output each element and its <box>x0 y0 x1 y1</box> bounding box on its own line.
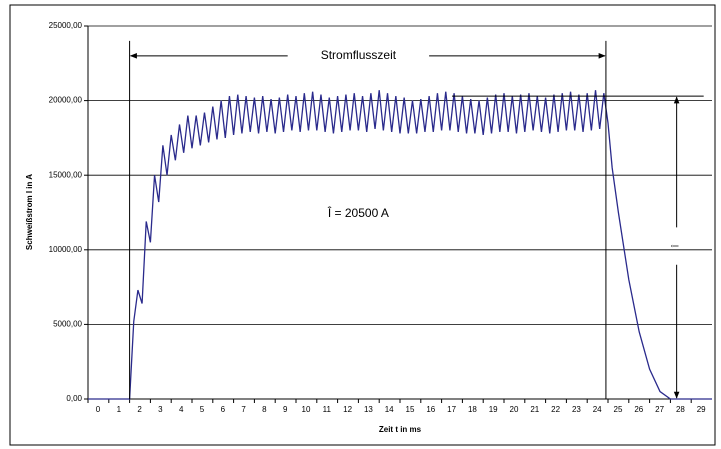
duration-label: Stromflusszeit <box>321 48 397 62</box>
x-tick-label: 17 <box>447 405 456 414</box>
chart-frame <box>9 4 716 446</box>
y-tick-label: 20000,00 <box>49 96 83 105</box>
x-tick-label: 29 <box>697 405 706 414</box>
current-line <box>88 90 712 400</box>
x-tick-label: 8 <box>262 405 267 414</box>
x-tick-label: 1 <box>117 405 122 414</box>
x-tick-label: 13 <box>364 405 373 414</box>
x-tick-label: 12 <box>343 405 352 414</box>
x-tick-label: 15 <box>406 405 415 414</box>
peak-symbol: Î <box>672 244 681 248</box>
x-tick-label: 19 <box>489 405 498 414</box>
y-tick-label: 5000,00 <box>53 320 82 329</box>
x-tick-label: 3 <box>158 405 163 414</box>
x-tick-label: 16 <box>426 405 435 414</box>
x-tick-label: 24 <box>593 405 602 414</box>
x-tick-label: 6 <box>221 405 226 414</box>
y-tick-label: 0,00 <box>66 394 82 403</box>
x-tick-label: 2 <box>137 405 142 414</box>
x-tick-label: 22 <box>551 405 560 414</box>
x-tick-label: 0 <box>96 405 101 414</box>
x-tick-label: 18 <box>468 405 477 414</box>
x-tick-label: 21 <box>530 405 539 414</box>
x-tick-label: 10 <box>302 405 311 414</box>
x-axis-label: Zeit t in ms <box>379 425 422 434</box>
x-tick-label: 27 <box>655 405 664 414</box>
x-tick-label: 4 <box>179 405 184 414</box>
y-axis-label: Schweißstrom I in A <box>25 174 34 250</box>
x-tick-label: 23 <box>572 405 581 414</box>
x-tick-label: 25 <box>614 405 623 414</box>
x-tick-label: 9 <box>283 405 288 414</box>
y-tick-label: 15000,00 <box>49 170 83 179</box>
x-tick-label: 11 <box>323 405 332 414</box>
x-tick-label: 14 <box>385 405 394 414</box>
x-tick-label: 7 <box>241 405 246 414</box>
y-tick-label: 10000,00 <box>49 245 83 254</box>
x-tick-label: 26 <box>634 405 643 414</box>
x-tick-label: 5 <box>200 405 205 414</box>
x-tick-label: 20 <box>510 405 519 414</box>
peak-label: Î = 20500 A <box>327 205 389 220</box>
x-tick-label: 28 <box>676 405 685 414</box>
y-tick-label: 25000,00 <box>49 21 83 30</box>
